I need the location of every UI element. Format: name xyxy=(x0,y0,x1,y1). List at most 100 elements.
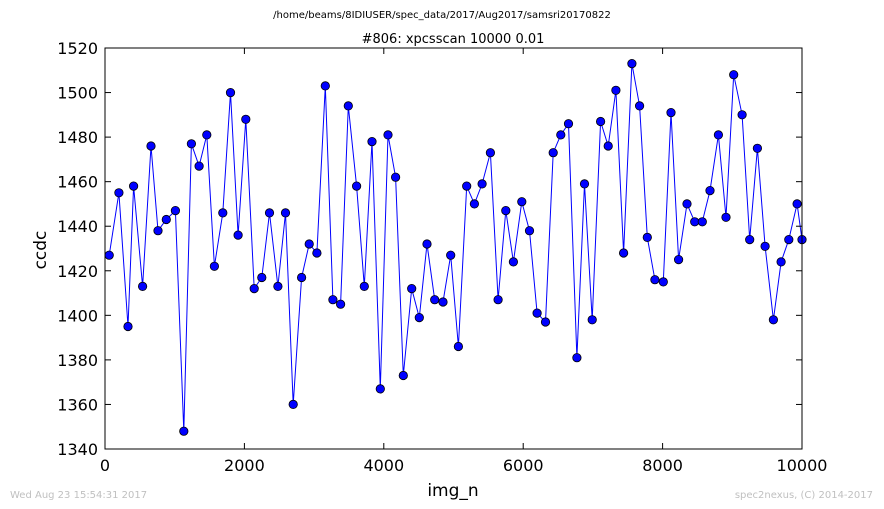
data-point xyxy=(745,235,755,245)
data-point xyxy=(446,250,456,260)
data-point xyxy=(123,321,133,332)
data-point xyxy=(390,172,401,182)
data-point xyxy=(312,248,322,258)
data-point xyxy=(296,272,307,283)
data-point xyxy=(752,143,763,153)
data-point xyxy=(627,58,637,69)
data-point xyxy=(280,208,291,218)
y-tick-label: 1340 xyxy=(57,440,98,459)
data-point xyxy=(721,212,731,222)
data-point xyxy=(784,235,794,245)
data-point xyxy=(556,130,566,140)
data-point xyxy=(264,208,275,218)
series-line xyxy=(108,63,803,432)
data-point xyxy=(760,241,770,251)
data-point xyxy=(351,181,362,191)
data-point xyxy=(218,208,228,218)
y-tick-label: 1460 xyxy=(57,173,98,192)
data-point xyxy=(422,239,432,249)
chart-title: #806: xpcsscan 10000 0.01 xyxy=(362,32,545,47)
data-point xyxy=(249,283,259,294)
data-point xyxy=(642,232,652,242)
data-point xyxy=(650,275,660,285)
data-point xyxy=(438,297,448,307)
data-point xyxy=(634,101,645,111)
data-point xyxy=(138,281,148,291)
data-point xyxy=(407,283,417,294)
data-point xyxy=(273,281,283,291)
data-point xyxy=(469,199,479,209)
x-tick-label: 10000 xyxy=(777,456,828,475)
data-point xyxy=(161,214,171,225)
data-point xyxy=(563,119,574,129)
data-point xyxy=(359,281,369,291)
data-point xyxy=(170,206,180,216)
data-point xyxy=(768,315,779,325)
data-point xyxy=(114,188,124,198)
y-tick-label: 1380 xyxy=(57,351,98,370)
data-point xyxy=(304,239,314,249)
chart-suptitle: /home/beams/8IDIUSER/spec_data/2017/Aug2… xyxy=(273,10,611,21)
data-point xyxy=(225,88,236,98)
data-point xyxy=(241,114,251,124)
data-point xyxy=(398,370,408,381)
x-tick-label: 6000 xyxy=(503,456,544,475)
y-tick-label: 1360 xyxy=(57,395,98,414)
data-point xyxy=(713,130,724,140)
data-point xyxy=(737,110,747,120)
data-point xyxy=(618,248,629,258)
data-point xyxy=(462,181,472,191)
data-point xyxy=(690,217,700,227)
data-point xyxy=(328,295,338,305)
data-point xyxy=(548,148,558,158)
data-point xyxy=(477,179,487,189)
data-point xyxy=(682,199,692,209)
footer-credit: spec2nexus, (C) 2014-2017 xyxy=(735,490,873,501)
data-point xyxy=(367,137,377,147)
data-point xyxy=(776,257,786,267)
y-tick-label: 1500 xyxy=(57,84,98,103)
data-point xyxy=(673,255,684,265)
data-point xyxy=(697,217,707,227)
data-point xyxy=(453,341,463,352)
data-point xyxy=(383,130,393,140)
data-point xyxy=(320,81,330,91)
data-point xyxy=(501,206,511,216)
axis-ticks: 0 2000 4000 6000 8000 10000 1340 1360 1380 1400 14… xyxy=(57,39,827,475)
data-point xyxy=(179,426,189,436)
data-point xyxy=(595,116,606,127)
y-tick-label: 1400 xyxy=(57,306,98,325)
plot-frame xyxy=(104,47,803,450)
data-point xyxy=(729,70,739,80)
data-point xyxy=(343,101,353,111)
y-tick-label: 1440 xyxy=(57,217,98,236)
data-point xyxy=(705,186,715,196)
x-tick-label: 8000 xyxy=(642,456,683,475)
data-point xyxy=(792,199,802,209)
y-tick-label: 1420 xyxy=(57,262,98,281)
data-point xyxy=(587,315,597,325)
data-point xyxy=(375,384,385,394)
data-point xyxy=(104,250,114,260)
plot-area xyxy=(104,58,807,436)
data-point xyxy=(540,317,551,327)
data-point xyxy=(485,148,495,158)
data-point xyxy=(532,308,542,318)
data-point xyxy=(666,108,676,118)
data-point xyxy=(517,197,527,207)
data-point xyxy=(508,257,519,267)
data-point xyxy=(129,181,139,191)
data-point xyxy=(194,161,204,171)
data-point xyxy=(524,226,535,236)
data-point xyxy=(414,312,424,323)
data-point xyxy=(146,141,156,151)
data-point xyxy=(257,272,267,283)
data-point xyxy=(186,139,196,149)
y-tick-label: 1480 xyxy=(57,128,98,147)
footer-timestamp: Wed Aug 23 15:54:31 2017 xyxy=(10,490,147,501)
data-point xyxy=(572,353,582,363)
data-point xyxy=(611,85,621,95)
x-tick-label: 4000 xyxy=(363,456,404,475)
y-axis-label: ccdc xyxy=(31,231,51,270)
